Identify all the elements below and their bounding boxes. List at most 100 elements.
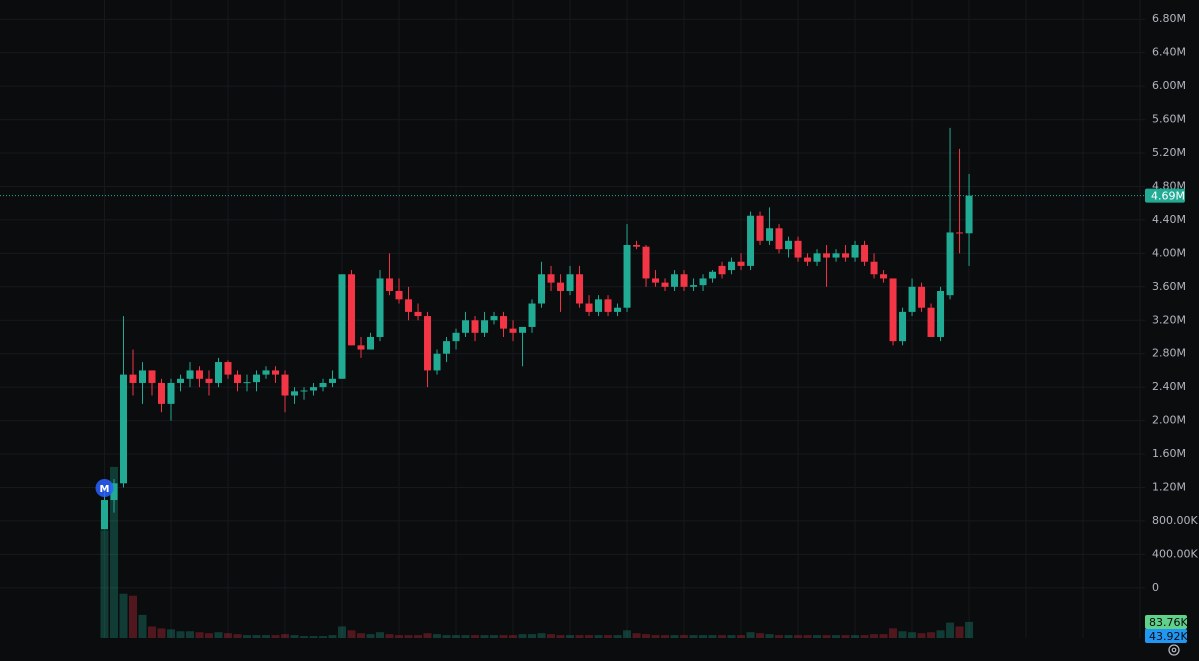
last-volume-box: [1145, 615, 1187, 629]
candle-body: [500, 316, 508, 329]
volume-bar: [718, 635, 727, 638]
event-marker-label: M: [100, 484, 110, 495]
y-tick-label: 5.60M: [1152, 113, 1186, 126]
volume-bar: [214, 632, 223, 638]
plot-area: 202606:0009:0012:0015:0018:0021:00903:00…: [0, 127, 1145, 638]
volume-bar: [613, 635, 622, 638]
y-tick-label: 4.40M: [1152, 213, 1186, 226]
candle-body: [319, 382, 327, 388]
candle-body: [823, 253, 831, 258]
candle-body: [538, 274, 546, 304]
candle-body: [414, 311, 422, 317]
candle-body: [547, 274, 555, 283]
volume-bar: [262, 635, 271, 638]
volume-bar: [623, 630, 632, 638]
volume-bar: [775, 635, 784, 638]
volume-bar: [965, 621, 974, 638]
candle-body: [690, 285, 698, 287]
volume-bar: [746, 632, 755, 638]
volume-bar: [756, 633, 765, 638]
volume-bar: [908, 632, 917, 638]
volume-ma-label: 43.92K: [1149, 630, 1188, 643]
candle-body: [642, 246, 650, 279]
volume-bar: [737, 635, 746, 638]
candle-body: [965, 195, 973, 234]
candle-body: [956, 232, 964, 234]
candle-body: [167, 382, 175, 404]
candle-body: [718, 265, 726, 275]
y-tick-label: 1.60M: [1152, 447, 1186, 460]
y-tick-label: 4.00M: [1152, 246, 1186, 259]
volume-bar: [594, 635, 603, 638]
candle-body: [471, 320, 479, 333]
candle-body: [747, 215, 755, 266]
axes: 0 400.00K 800.00K 1.20M 1.60M 2.00M 2.40M 2.80M…: [1145, 12, 1198, 643]
candle-body: [376, 278, 384, 337]
candle-body: [699, 278, 707, 286]
candle-body: [243, 382, 251, 384]
y-tick-label: 6.80M: [1152, 12, 1186, 25]
volume-bar: [575, 635, 584, 638]
candle-body: [661, 282, 669, 287]
candle-body: [433, 353, 441, 371]
volume-bar: [328, 635, 337, 638]
candle-body: [908, 286, 916, 312]
candle-body: [737, 261, 745, 266]
volume-bar: [442, 635, 451, 638]
candle-body: [832, 253, 840, 258]
volume-bar: [727, 635, 736, 638]
candle-body: [528, 303, 536, 327]
candle-body: [224, 362, 232, 375]
volume-bar: [423, 633, 432, 638]
y-tick-label: 6.00M: [1152, 79, 1186, 92]
volume-bar: [898, 631, 907, 638]
volume-bar: [632, 633, 641, 638]
volume-bar: [841, 635, 850, 638]
candle-body: [272, 370, 280, 375]
volume-bar: [376, 632, 385, 638]
volume-bar: [794, 635, 803, 638]
volume-bar: [860, 635, 869, 638]
candle-body: [595, 299, 603, 312]
volume-bar: [689, 635, 698, 638]
candle-body: [348, 274, 356, 346]
candle-body: [566, 274, 574, 291]
candle-body: [728, 261, 736, 271]
candle-body: [386, 278, 394, 291]
candle-body: [490, 316, 498, 321]
candle-body: [205, 378, 213, 383]
volume-bar: [233, 634, 242, 638]
candle-body: [139, 370, 147, 383]
candle-body: [215, 362, 223, 383]
volume-bar: [404, 635, 413, 638]
volume-bar: [338, 626, 347, 638]
y-tick-label: 2.40M: [1152, 380, 1186, 393]
candle-body: [234, 374, 242, 383]
candle-body: [357, 345, 365, 350]
candle-body: [519, 326, 527, 333]
candle-body: [120, 374, 128, 484]
volume-bar: [936, 630, 945, 638]
candle-body: [291, 391, 299, 396]
settings-icon[interactable]: [1168, 644, 1180, 656]
candle-body: [101, 500, 109, 530]
candle-body: [633, 244, 641, 247]
grid: [0, 0, 1145, 638]
y-tick-label: 400.00K: [1152, 547, 1198, 560]
candle-body: [889, 278, 897, 342]
volume-bar: [433, 634, 442, 638]
volume-bar: [366, 634, 375, 638]
candle-body: [756, 215, 764, 241]
volume-bar: [186, 631, 195, 638]
volume-bar: [281, 634, 290, 638]
y-tick-label: 6.40M: [1152, 46, 1186, 59]
last-price-box: [1145, 188, 1185, 203]
candle-body: [481, 320, 489, 333]
candle-body: [196, 370, 204, 379]
y-tick-label: 3.20M: [1152, 313, 1186, 326]
volume-bar: [946, 622, 955, 638]
last-volume-label: 83.76K: [1149, 616, 1188, 629]
candle-body: [680, 274, 688, 287]
candle-body: [785, 240, 793, 250]
